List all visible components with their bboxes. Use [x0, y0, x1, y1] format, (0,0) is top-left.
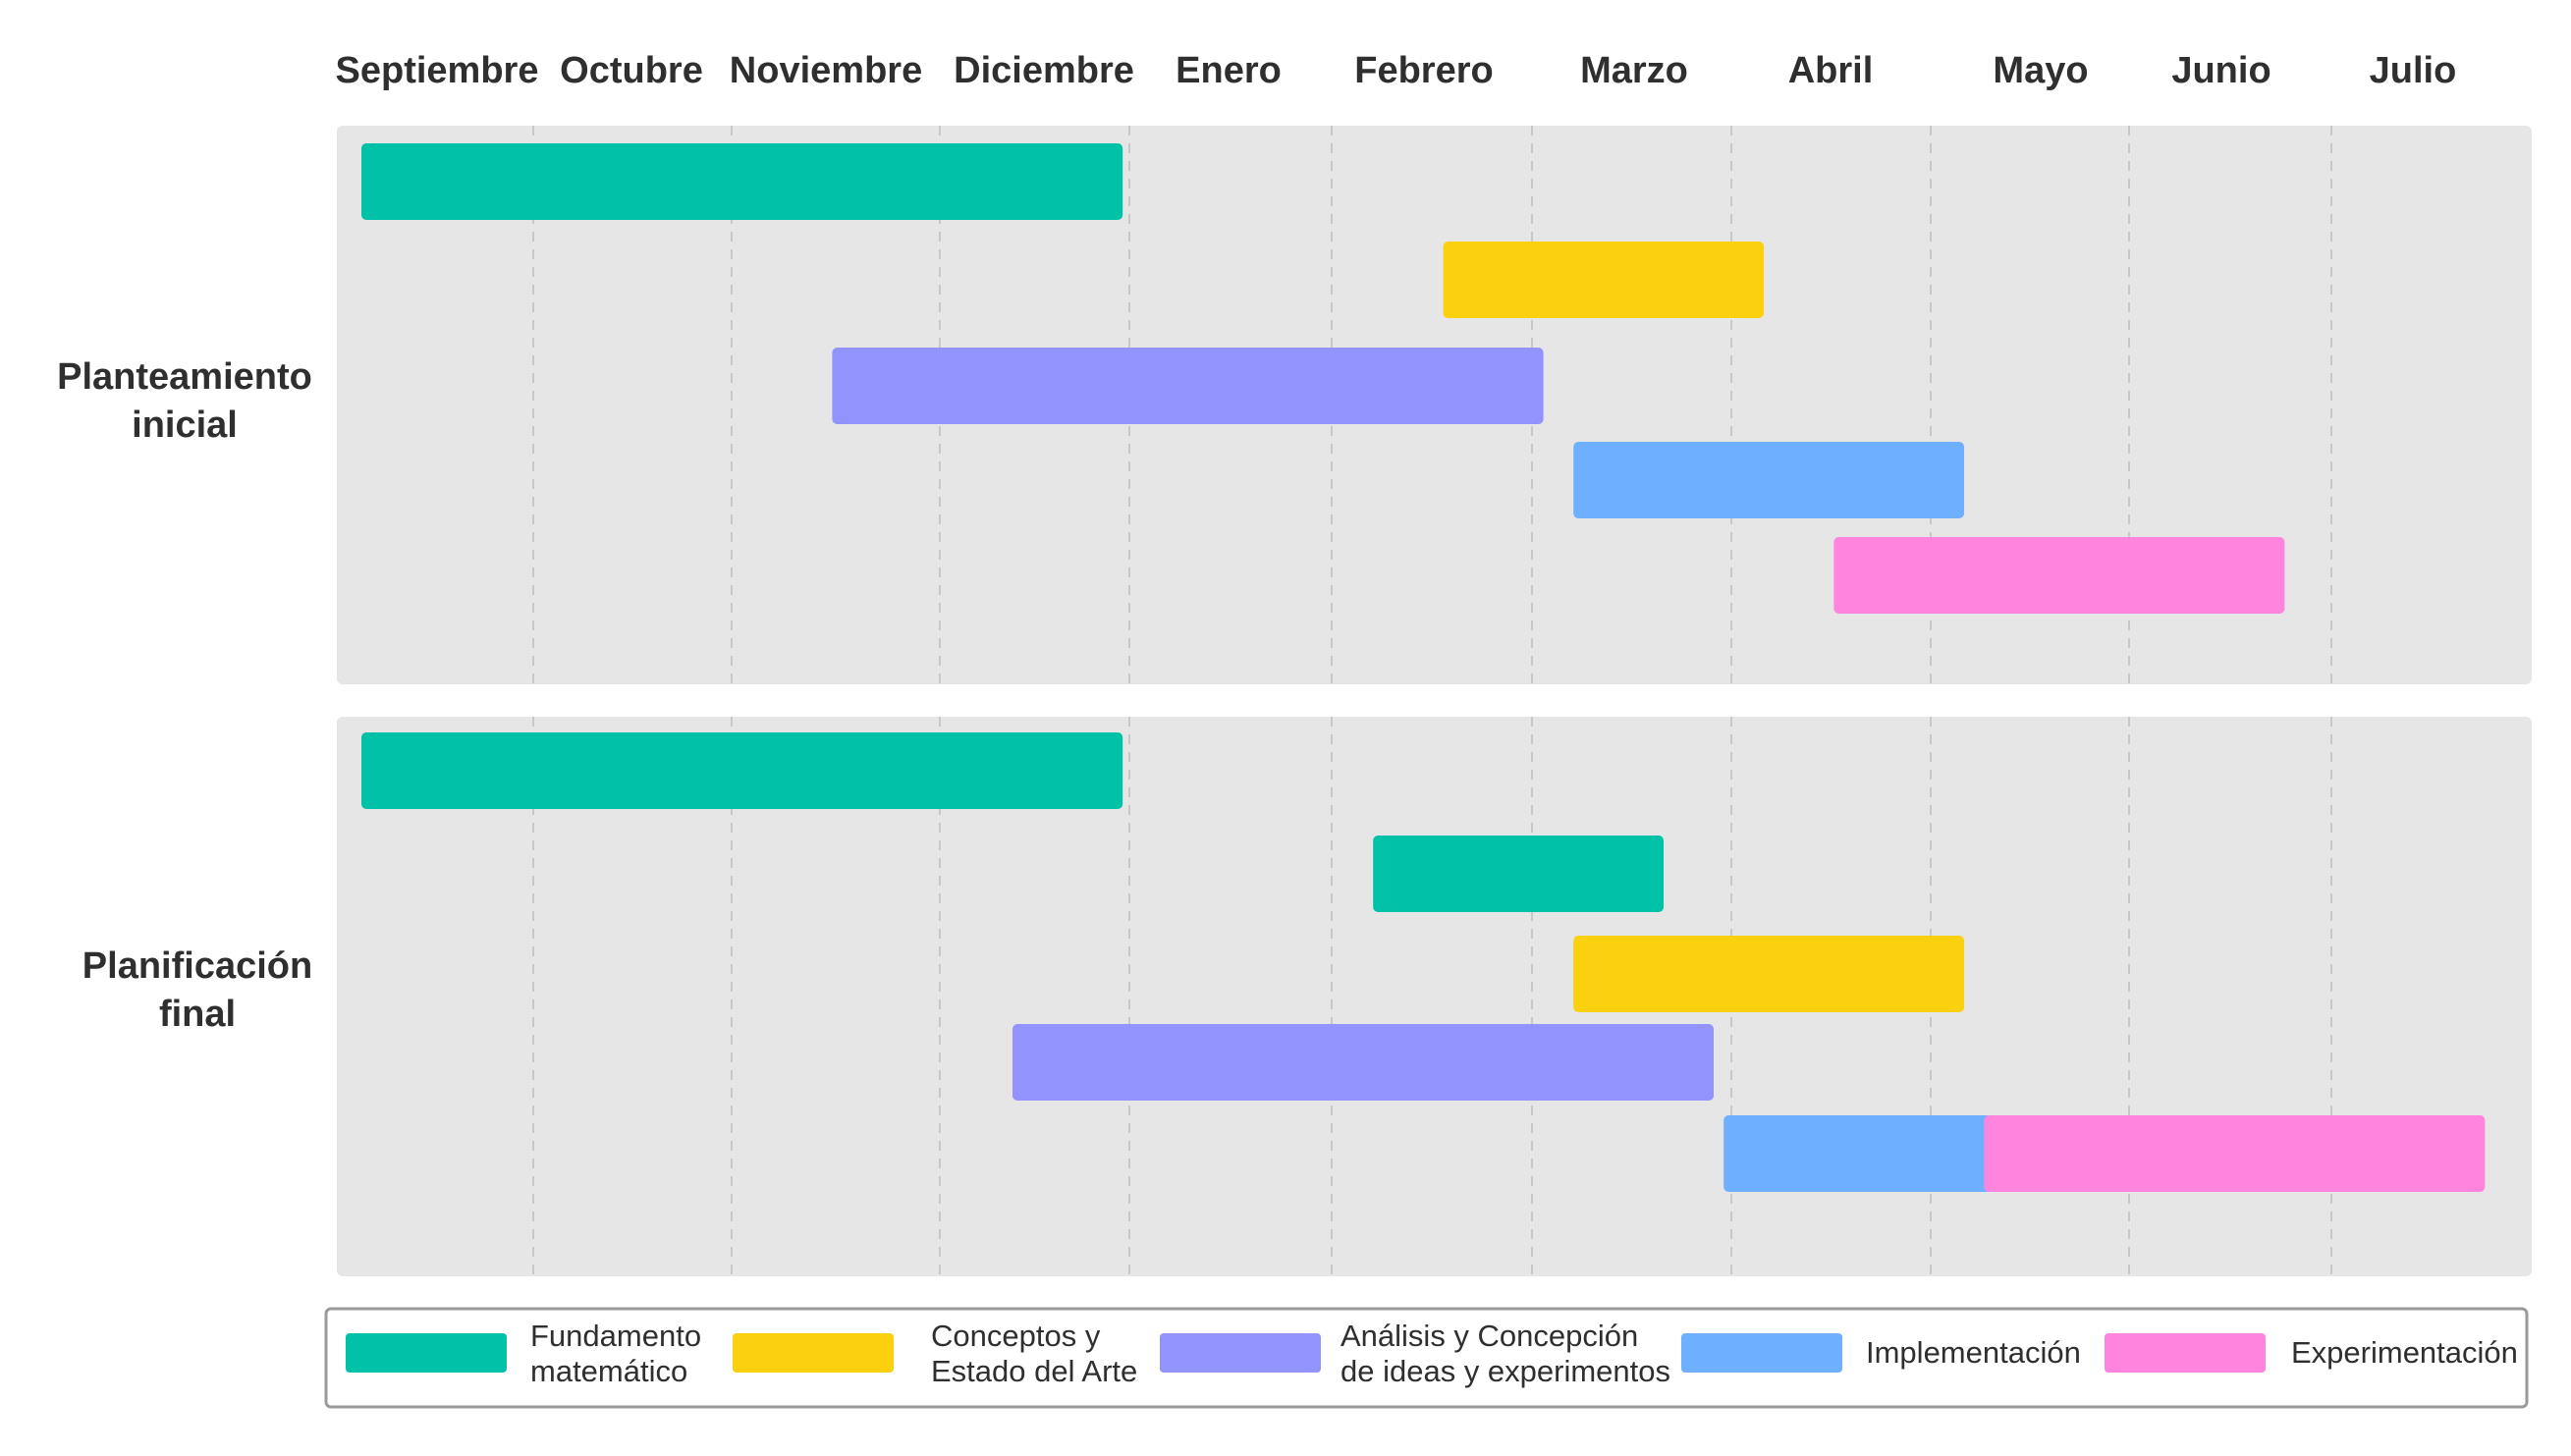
legend-label-line: Análisis y Concepción	[1340, 1319, 1638, 1353]
month-label-octubre: Octubre	[560, 50, 703, 91]
legend-label-line: matemático	[530, 1354, 687, 1388]
month-label-abril: Abril	[1788, 50, 1874, 91]
month-label-mayo: Mayo	[1993, 50, 2088, 91]
month-label-marzo: Marzo	[1580, 50, 1688, 91]
task-bar-experimentacion	[1833, 537, 2285, 614]
legend-label-analisis: Análisis y Concepción de ideas y experime…	[1340, 1319, 1670, 1388]
month-labels: Septiembre Octubre Noviembre Diciembre Enero…	[336, 50, 2457, 91]
legend-swatch-implementacion	[1681, 1333, 1842, 1373]
task-bars	[361, 143, 2486, 1192]
task-bar-conceptos	[1573, 936, 1964, 1012]
legend-label-conceptos: Conceptos y Estado del Arte	[931, 1319, 1137, 1388]
month-label-enero: Enero	[1176, 50, 1282, 91]
task-bar-fundamento	[1373, 836, 1664, 912]
legend-label-line: Implementación	[1866, 1335, 2081, 1370]
group-label-line: final	[159, 994, 236, 1035]
month-label-diciembre: Diciembre	[954, 50, 1134, 91]
legend-swatch-conceptos	[733, 1333, 894, 1373]
legend-swatch-analisis	[1160, 1333, 1321, 1373]
month-label-septiembre: Septiembre	[336, 50, 539, 91]
group-label-line: Planificación	[82, 945, 312, 987]
group-label-line: inicial	[132, 404, 238, 446]
legend-swatch-fundamento	[346, 1333, 507, 1373]
month-label-junio: Junio	[2171, 50, 2270, 91]
group-label-1: Planteamiento inicial	[57, 356, 312, 446]
legend-label-fundamento: Fundamento matemático	[530, 1319, 701, 1388]
legend-label-line: de ideas y experimentos	[1340, 1354, 1670, 1388]
group-label-line: Planteamiento	[57, 356, 312, 398]
task-bar-analisis	[832, 348, 1544, 424]
task-bar-conceptos	[1443, 242, 1764, 318]
task-bar-implementacion	[1573, 442, 1964, 518]
legend-label-implementacion: Implementación	[1866, 1335, 2081, 1370]
legend: Fundamento matemático Conceptos y Estado de…	[324, 1307, 2529, 1409]
month-label-julio: Julio	[2370, 50, 2457, 91]
task-bar-fundamento	[361, 143, 1123, 220]
month-label-noviembre: Noviembre	[730, 50, 922, 91]
legend-label-line: Conceptos y	[931, 1319, 1101, 1353]
group-labels: Planteamiento inicial Planificación final	[57, 356, 312, 1035]
group-label-2: Planificación final	[82, 945, 312, 1035]
task-bar-experimentacion	[1984, 1115, 2486, 1192]
month-label-febrero: Febrero	[1354, 50, 1493, 91]
legend-label-line: Experimentación	[2291, 1335, 2518, 1370]
legend-label-line: Fundamento	[530, 1319, 701, 1353]
legend-label-experimentacion: Experimentación	[2291, 1335, 2518, 1370]
legend-label-line: Estado del Arte	[931, 1354, 1137, 1388]
group-panels	[337, 126, 2532, 1276]
legend-swatch-experimentacion	[2105, 1333, 2266, 1373]
task-bar-analisis	[1012, 1024, 1714, 1101]
task-bar-fundamento	[361, 732, 1123, 809]
